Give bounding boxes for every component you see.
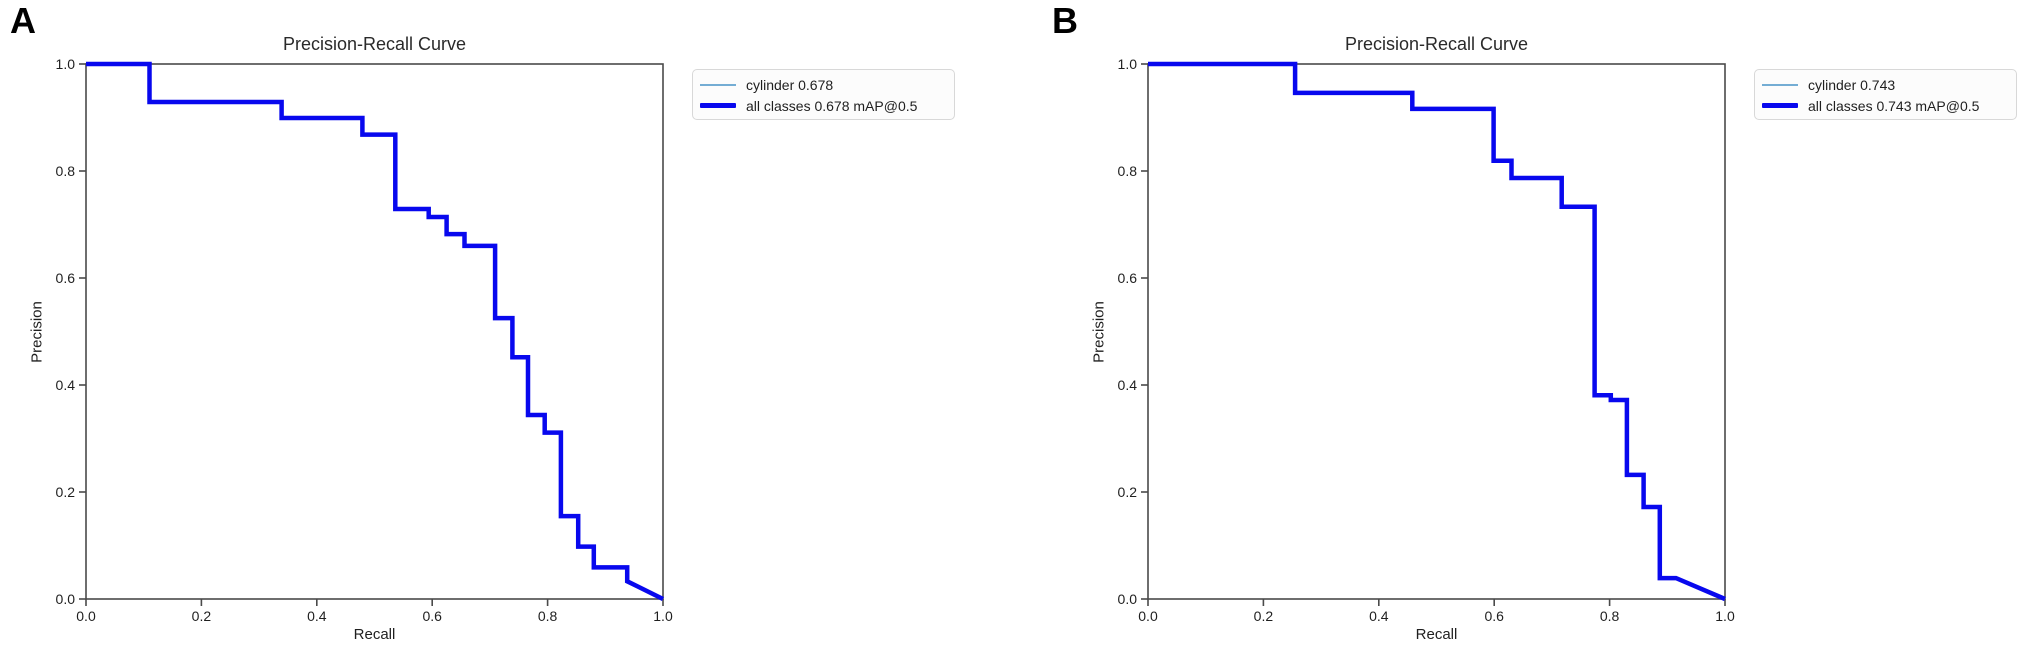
- y-tick-label: 1.0: [56, 56, 76, 72]
- all-classes-curve: [1148, 61, 1726, 602]
- cylinder-curve: [1148, 63, 1726, 600]
- y-tick-label: 0.2: [56, 484, 76, 500]
- x-tick-label: 0.8: [538, 608, 558, 624]
- panel-b: B Precision-Recall Curve Precision Recal…: [1052, 0, 2029, 658]
- x-tick-label: 0.2: [1254, 608, 1274, 624]
- y-tick-label: 0.6: [1118, 270, 1138, 286]
- y-tick-label: 0.8: [56, 163, 76, 179]
- x-axis-label-b: Recall: [1415, 626, 1458, 643]
- cylinder-line-swatch: [1762, 83, 1798, 86]
- x-tick-label: 0.2: [192, 608, 212, 624]
- plot-spines: [85, 63, 664, 600]
- legend-row-all-classes: all classes 0.743 mAP@0.5: [1762, 95, 2008, 116]
- y-tick-label: 0.8: [1118, 163, 1138, 179]
- x-tick-label: 0.4: [1369, 608, 1389, 624]
- legend-b: cylinder 0.743 all classes 0.743 mAP@0.5: [1754, 69, 2017, 120]
- panel-a: A Precision-Recall Curve Precision Recal…: [0, 0, 967, 658]
- y-tick-label: 0.6: [56, 270, 76, 286]
- pr-curve-plot-a: 0.0 0.2 0.4 0.6 0.8 1.0 0.0 0.2 0.4 0.6 0.8 1.0: [56, 56, 673, 624]
- all-classes-line-swatch: [1762, 103, 1798, 108]
- panel-b-letter: B: [1052, 0, 1078, 41]
- legend-label: all classes 0.743 mAP@0.5: [1808, 97, 1980, 114]
- legend-row-cylinder: cylinder 0.743: [1762, 74, 2008, 95]
- y-tick-label: 1.0: [1118, 56, 1138, 72]
- x-tick-label: 0.6: [422, 608, 442, 624]
- legend-row-cylinder: cylinder 0.678: [700, 74, 946, 95]
- legend-label: all classes 0.678 mAP@0.5: [746, 97, 918, 114]
- all-classes-line-swatch: [700, 103, 736, 108]
- plot-spines: [1147, 63, 1726, 600]
- y-tick-label: 0.0: [1118, 591, 1138, 607]
- x-axis-label-a: Recall: [353, 626, 396, 643]
- legend-label: cylinder 0.743: [1808, 76, 1896, 93]
- y-tick-label: 0.2: [1118, 484, 1138, 500]
- x-tick-label: 0.6: [1484, 608, 1504, 624]
- x-tick-label: 1.0: [1715, 608, 1735, 624]
- y-tick-label: 0.4: [56, 377, 76, 393]
- x-tick-label: 0.8: [1600, 608, 1620, 624]
- cylinder-line-swatch: [700, 83, 736, 86]
- panel-a-letter: A: [10, 0, 36, 41]
- y-tick-label: 0.0: [56, 591, 76, 607]
- y-tick-label: 0.4: [1118, 377, 1138, 393]
- chart-title-a: Precision-Recall Curve: [282, 34, 467, 54]
- legend-a: cylinder 0.678 all classes 0.678 mAP@0.5: [692, 69, 955, 120]
- legend-label: cylinder 0.678: [746, 76, 834, 93]
- x-tick-label: 1.0: [653, 608, 673, 624]
- pr-curve-plot-b: 0.0 0.2 0.4 0.6 0.8 1.0 0.0 0.2 0.4 0.6 0.8 1.0: [1118, 56, 1735, 624]
- x-tick-label: 0.0: [1138, 608, 1158, 624]
- x-tick-label: 0.0: [76, 608, 96, 624]
- all-classes-curve: [86, 61, 664, 602]
- x-tick-label: 0.4: [307, 608, 327, 624]
- legend-row-all-classes: all classes 0.678 mAP@0.5: [700, 95, 946, 116]
- chart-title-b: Precision-Recall Curve: [1344, 34, 1529, 54]
